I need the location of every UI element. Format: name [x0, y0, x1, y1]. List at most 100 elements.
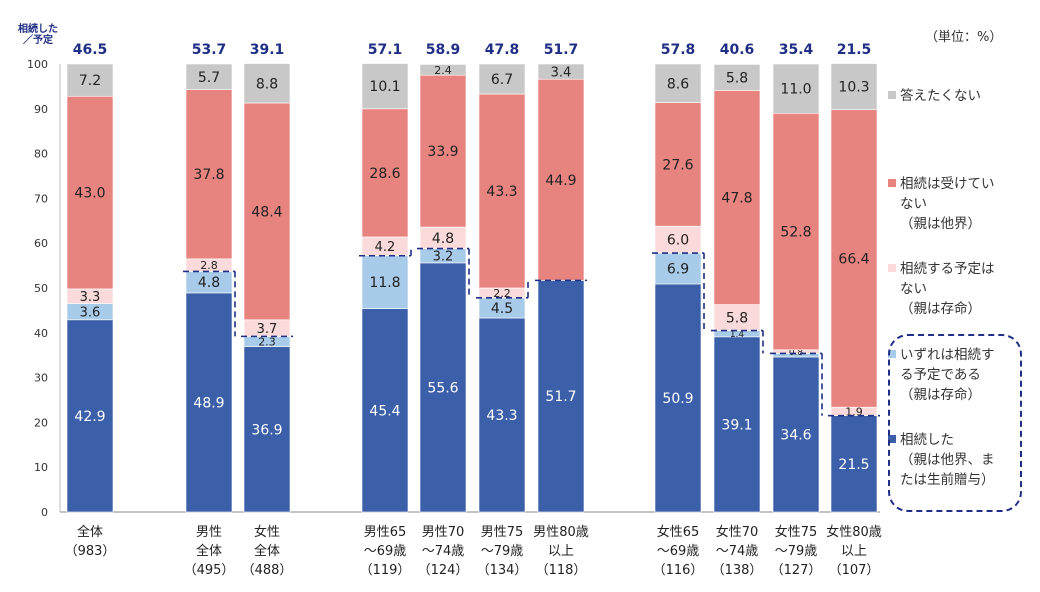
category-label: （119） — [360, 563, 411, 578]
bar-segment-no_answer — [478, 63, 526, 95]
category-label: 女性65 — [657, 524, 700, 540]
total-label: 53.7 — [192, 42, 227, 58]
category-label: ～79歳 — [481, 544, 524, 559]
y-tick-label: 100 — [27, 58, 48, 71]
legend-item-text: 相続した — [888, 430, 1038, 450]
bar-segment-no_answer — [243, 63, 291, 104]
total-label: 21.5 — [837, 42, 872, 58]
data-label-not_received: 66.4 — [838, 251, 869, 267]
legend-item-text: （親は存命） — [900, 387, 981, 403]
category-label: （983） — [65, 544, 116, 559]
bar-segment-not_received — [478, 93, 526, 289]
category-label: 男性 — [196, 525, 222, 540]
legend-item-text: ない — [900, 196, 927, 212]
data-label-no_answer: 2.4 — [434, 64, 452, 77]
bar-segment-inherited — [537, 280, 585, 513]
category-label: 全体 — [77, 524, 103, 540]
data-label-no_answer: 7.2 — [79, 73, 101, 89]
category-label: 男性70 — [422, 525, 465, 540]
data-label-not_received: 52.8 — [780, 225, 811, 241]
total-label: 40.6 — [720, 42, 755, 58]
bar-segment-not_received — [243, 102, 291, 321]
data-label-plan_someday: 11.8 — [369, 275, 400, 291]
bar-segment-not_received — [654, 102, 702, 227]
category-label: （134） — [477, 563, 528, 578]
total-label: 47.8 — [485, 42, 520, 58]
data-label-plan_not: 4.2 — [375, 240, 396, 255]
total-label: 46.5 — [73, 42, 108, 58]
legend-swatch — [888, 91, 896, 99]
data-label-inherited: 36.9 — [251, 422, 282, 438]
data-label-no_answer: 5.8 — [726, 70, 748, 86]
bar-segment-inherited — [478, 317, 526, 513]
data-label-inherited: 42.9 — [74, 409, 105, 425]
category-label: （127） — [771, 563, 822, 578]
bar-segment-not_received — [361, 108, 409, 238]
legend-item-text: ない — [900, 281, 927, 297]
bar-segment-no_answer — [66, 63, 114, 97]
data-label-plan_someday: 1.4 — [730, 330, 745, 340]
legend-item-text: （親は存命） — [900, 301, 981, 317]
bar-segment-no_answer — [361, 63, 409, 110]
y-tick-label: 10 — [34, 461, 48, 474]
data-label-no_answer: 8.8 — [256, 76, 278, 92]
category-label: （488） — [242, 563, 293, 578]
data-label-not_received: 43.3 — [486, 184, 517, 200]
data-label-plan_not: 2.8 — [200, 259, 218, 272]
legend-item-not_received: 相続は受けてい ない （親は他界） — [888, 174, 1038, 234]
bar-segment-no_answer — [419, 64, 467, 76]
data-label-plan_not: 2.2 — [493, 287, 511, 300]
category-label: （107） — [829, 563, 880, 578]
category-label: 男性65 — [364, 525, 407, 540]
category-label: 以上 — [548, 544, 574, 559]
legend-item-text: （親は他界） — [900, 216, 981, 232]
bar-segment-inherited — [243, 346, 291, 513]
data-label-plan_not: 3.7 — [257, 322, 278, 337]
bar-segment-not_received — [713, 90, 761, 305]
category-label: ～69歳 — [364, 544, 407, 559]
data-label-not_received: 43.0 — [74, 186, 105, 202]
data-label-not_received: 47.8 — [721, 191, 752, 207]
data-label-inherited: 45.4 — [369, 403, 400, 419]
y-tick-label: 90 — [34, 103, 48, 116]
data-label-plan_not: 0.8 — [789, 348, 804, 358]
data-label-no_answer: 5.7 — [198, 70, 220, 86]
bar-segment-no_answer — [537, 63, 585, 80]
category-label: （138） — [712, 563, 763, 578]
data-label-not_received: 44.9 — [545, 173, 576, 189]
total-label: 58.9 — [426, 42, 461, 58]
bar-segment-plan_not — [713, 304, 761, 331]
category-label: 男性80歳 — [533, 525, 589, 540]
bar-segment-inherited — [772, 356, 820, 513]
y-tick-label: 40 — [34, 327, 48, 340]
data-label-no_answer: 6.7 — [491, 72, 513, 88]
category-label: 女性70 — [716, 524, 759, 540]
y-tick-label: 70 — [34, 192, 48, 205]
legend-item-text: たは生前贈与） — [900, 472, 995, 488]
category-label: （124） — [418, 563, 469, 578]
data-label-no_answer: 8.6 — [667, 76, 689, 92]
data-label-inherited: 50.9 — [662, 391, 693, 407]
total-label: 57.8 — [661, 42, 696, 58]
category-label: ～74歳 — [716, 544, 759, 559]
legend-swatch — [888, 264, 896, 272]
bar-segment-not_received — [772, 112, 820, 351]
data-label-inherited: 55.6 — [427, 380, 458, 396]
legend-item-inherited: 相続した （親は他界、ま たは生前贈与） — [888, 430, 1038, 490]
data-label-plan_someday: 2.3 — [258, 335, 276, 348]
category-label: 以上 — [841, 544, 867, 559]
bar-segment-not_received — [185, 89, 233, 260]
category-label: 女性75 — [775, 524, 818, 540]
bar-segment-no_answer — [654, 63, 702, 103]
category-label: 全体 — [254, 543, 280, 559]
y-axis-label-text: 相続した ／予定 — [18, 24, 58, 46]
data-label-no_answer: 10.3 — [838, 80, 869, 96]
y-axis-label: 相続した ／予定 — [10, 24, 66, 46]
y-tick-label: 60 — [34, 237, 48, 250]
bar-segment-inherited — [66, 319, 114, 513]
unit-label: （単位：%） — [925, 30, 1003, 45]
category-label: ～79歳 — [775, 544, 818, 559]
category-label: 男性75 — [481, 525, 524, 540]
data-label-not_received: 37.8 — [193, 167, 224, 183]
legend-highlight-box — [888, 334, 1022, 512]
